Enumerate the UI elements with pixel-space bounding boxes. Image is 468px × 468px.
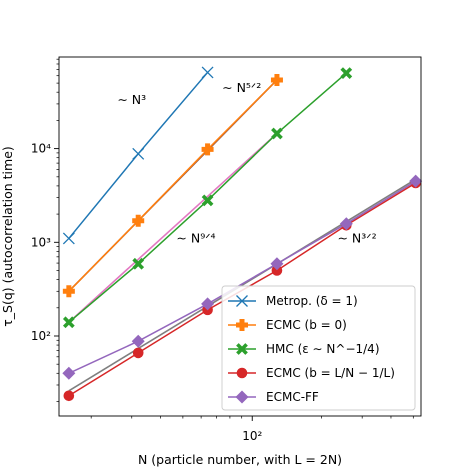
legend-entry: ECMC-FF (228, 390, 319, 404)
series-layer (62, 66, 423, 402)
legend-label: ECMC-FF (266, 390, 319, 404)
data-point (201, 143, 214, 156)
series-3 (62, 67, 353, 329)
ticks: 10² 10² 10³ 10⁴ (31, 58, 414, 443)
data-point (201, 194, 214, 207)
data-point (62, 366, 76, 380)
legend-label: ECMC (b = 0) (266, 318, 347, 332)
data-point (271, 127, 283, 140)
data-point (270, 73, 283, 86)
legend-label: Metrop. (δ = 1) (266, 294, 358, 308)
legend-entry: Metrop. (δ = 1) (228, 294, 358, 308)
legend-box (221, 285, 416, 411)
series-1 (62, 66, 214, 245)
y-axis-label: τ_S(q) (autocorrelation time) (0, 146, 15, 327)
y-tick-label: 10² (31, 329, 51, 343)
x-axis-label: N (particle number, with L = 2N) (138, 452, 342, 467)
data-point (201, 66, 214, 79)
annotations: ∼ N³ ∼ N⁵ᐟ² ∼ N⁹ᐟ⁴ ∼ N³ᐟ² (117, 80, 376, 245)
data-point (132, 347, 144, 359)
series-2 (62, 73, 283, 298)
legend-entry: ECMC (b = 0) (228, 318, 347, 332)
annotation: ∼ N³ (117, 92, 146, 107)
legend: Metrop. (δ = 1) ECMC (b = 0) HMC (ε ∼ N^−1… (221, 285, 416, 411)
plot-frame (58, 56, 422, 417)
fit-line (68, 132, 278, 323)
annotation: ∼ N⁵ᐟ² (222, 80, 261, 95)
data-point (409, 174, 423, 188)
x-tick-label: 10² (242, 429, 262, 443)
legend-marker (236, 319, 248, 331)
data-point (62, 316, 75, 329)
legend-label: HMC (ε ∼ N^−1/4) (266, 342, 380, 356)
legend-entry: HMC (ε ∼ N^−1/4) (228, 342, 380, 356)
data-point (63, 390, 75, 402)
legend-marker (236, 343, 248, 355)
fit-line (68, 178, 417, 392)
series-line (68, 180, 417, 374)
annotation: ∼ N³ᐟ² (337, 230, 376, 245)
data-point (340, 67, 353, 79)
data-point (62, 285, 75, 298)
data-point (339, 217, 353, 231)
legend-marker (235, 390, 249, 404)
legend-entry: ECMC (b = L/N − 1/L) (228, 366, 395, 380)
data-point (62, 232, 75, 245)
y-tick-label: 10³ (31, 235, 51, 249)
data-point (201, 297, 215, 311)
y-tick-label: 10⁴ (31, 142, 51, 156)
data-point (132, 257, 145, 270)
legend-label: ECMC (b = L/N − 1/L) (266, 366, 395, 380)
annotation: ∼ N⁹ᐟ⁴ (176, 230, 215, 245)
data-point (271, 265, 283, 276)
series-line (68, 79, 278, 292)
data-point (132, 147, 145, 160)
data-point (131, 334, 145, 348)
data-point (270, 257, 284, 271)
legend-marker (236, 367, 248, 379)
series-5 (62, 174, 423, 380)
legend-marker (236, 295, 248, 307)
data-point (132, 214, 145, 227)
